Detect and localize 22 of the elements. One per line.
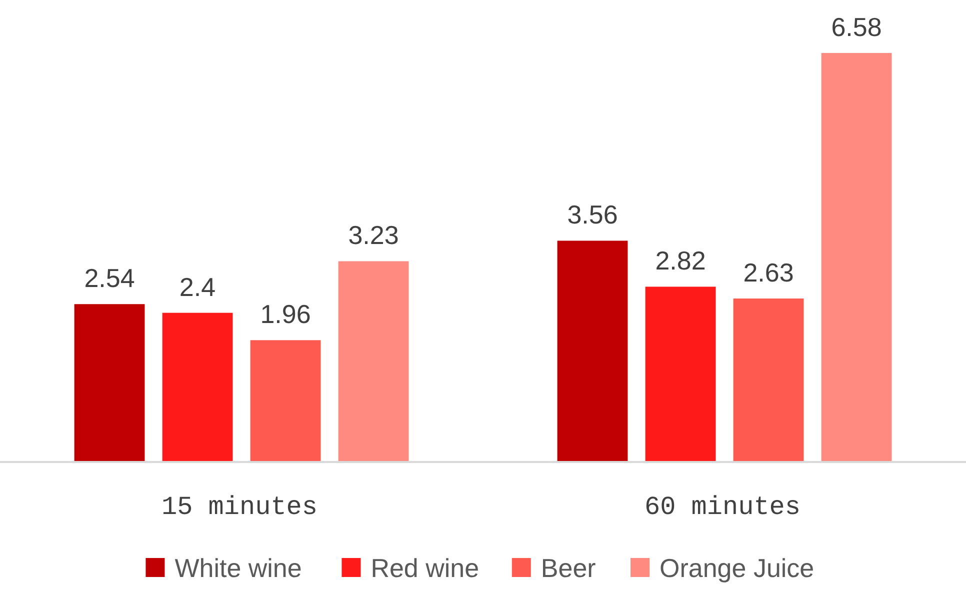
bar	[74, 304, 145, 462]
x-tick-label: 15 minutes	[161, 492, 318, 522]
bar	[162, 312, 233, 462]
data-label: 2.4	[179, 272, 216, 302]
bar	[250, 340, 321, 462]
bar	[338, 261, 409, 462]
data-label: 3.56	[567, 200, 618, 230]
legend-label: Orange Juice	[660, 553, 814, 583]
bar	[733, 298, 804, 462]
bar	[645, 286, 716, 462]
data-label: 1.96	[260, 299, 311, 330]
legend-label: White wine	[174, 553, 302, 583]
data-label: 2.63	[743, 258, 794, 288]
legend-label: Beer	[540, 553, 596, 583]
x-tick-label: 60 minutes	[644, 492, 801, 522]
data-label: 2.54	[84, 263, 135, 294]
data-label: 2.82	[655, 246, 706, 276]
bar	[821, 53, 892, 462]
data-label: 6.58	[831, 12, 882, 42]
legend-label: Red wine	[370, 553, 480, 583]
data-label: 3.23	[348, 220, 399, 250]
bar	[557, 240, 628, 462]
